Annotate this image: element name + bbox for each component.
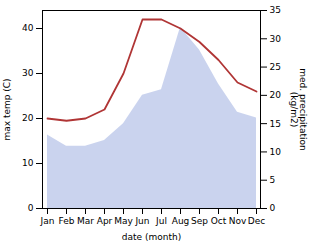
svg-text:20: 20 (22, 113, 34, 123)
svg-text:date (month): date (month) (122, 232, 181, 242)
svg-text:40: 40 (22, 23, 34, 33)
svg-text:20: 20 (270, 90, 282, 100)
svg-text:0: 0 (28, 203, 34, 213)
svg-text:Sep: Sep (191, 216, 208, 226)
svg-text:max temp (C): max temp (C) (2, 78, 12, 140)
svg-text:10: 10 (22, 158, 34, 168)
svg-text:med. precipitation(kg/m2): med. precipitation(kg/m2) (289, 68, 308, 150)
svg-text:Jul: Jul (155, 216, 167, 226)
svg-text:Apr: Apr (97, 216, 113, 226)
svg-text:Oct: Oct (211, 216, 227, 226)
svg-text:5: 5 (270, 175, 276, 185)
svg-text:Jun: Jun (134, 216, 149, 226)
svg-text:30: 30 (22, 68, 34, 78)
svg-text:30: 30 (270, 34, 282, 44)
svg-text:Aug: Aug (172, 216, 190, 226)
svg-text:Dec: Dec (248, 216, 265, 226)
svg-text:0: 0 (270, 203, 276, 213)
svg-text:10: 10 (270, 147, 282, 157)
svg-text:Jan: Jan (40, 216, 55, 226)
svg-text:Nov: Nov (229, 216, 247, 226)
svg-text:15: 15 (270, 119, 281, 129)
svg-text:25: 25 (270, 62, 281, 72)
svg-text:35: 35 (270, 5, 281, 15)
svg-text:May: May (114, 216, 133, 226)
svg-text:Feb: Feb (59, 216, 75, 226)
svg-text:Mar: Mar (77, 216, 94, 226)
